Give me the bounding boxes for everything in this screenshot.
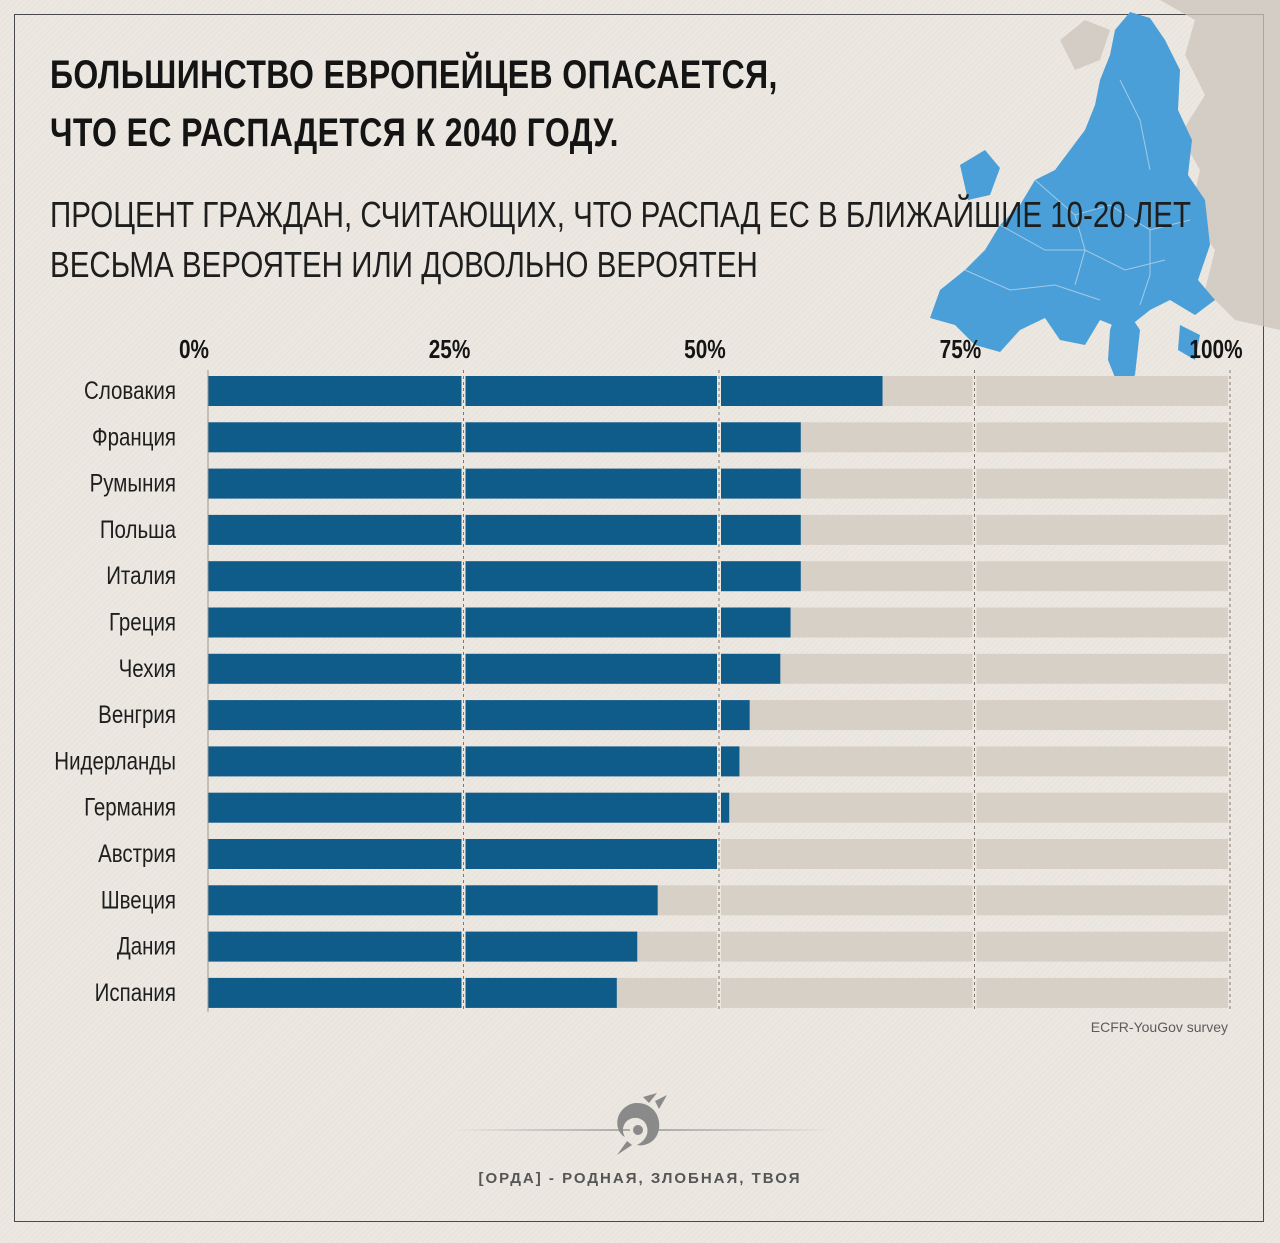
bar xyxy=(208,977,617,1008)
x-tick-label: 0% xyxy=(179,335,209,364)
footer-divider-left xyxy=(450,1129,630,1131)
footer-divider-right xyxy=(655,1129,835,1131)
x-tick-label: 75% xyxy=(940,335,982,364)
title-line-2: ЧТО ЕС РАСПАДЕТСЯ К 2040 ГОДУ. xyxy=(50,111,619,155)
title-line-1: БОЛЬШИНСТВО ЕВРОПЕЙЦЕВ ОПАСАЕТСЯ, xyxy=(50,53,778,97)
subtitle-line-2: ВЕСЬМА ВЕРОЯТЕН ИЛИ ДОВОЛЬНО ВЕРОЯТЕН xyxy=(50,244,758,285)
bar xyxy=(208,468,801,499)
bar xyxy=(208,746,740,777)
bar xyxy=(208,607,791,638)
x-tick-label: 100% xyxy=(1189,335,1242,364)
category-label: Франция xyxy=(92,422,176,450)
bar xyxy=(208,792,730,823)
category-label: Греция xyxy=(109,608,176,636)
frame-border xyxy=(14,14,1264,1222)
category-label: Италия xyxy=(106,561,176,589)
category-label: Австрия xyxy=(98,839,176,867)
bar xyxy=(208,700,750,731)
category-label: Румыния xyxy=(90,469,176,497)
x-tick-label: 50% xyxy=(684,335,726,364)
orda-logo-icon xyxy=(617,1093,667,1155)
source-note: ECFR-YouGov survey xyxy=(1090,1019,1228,1035)
chart-subtitle: ПРОЦЕНТ ГРАЖДАН, СЧИТАЮЩИХ, ЧТО РАСПАД Е… xyxy=(50,190,1191,290)
category-label: Нидерланды xyxy=(54,746,176,774)
chart-title: БОЛЬШИНСТВО ЕВРОПЕЙЦЕВ ОПАСАЕТСЯ, ЧТО ЕС… xyxy=(50,46,778,162)
x-tick-label: 25% xyxy=(429,335,471,364)
category-label: Словакия xyxy=(84,376,176,404)
category-label: Германия xyxy=(84,793,176,821)
bar xyxy=(208,885,658,916)
bar xyxy=(208,653,781,684)
bar xyxy=(208,561,801,592)
subtitle-line-1: ПРОЦЕНТ ГРАЖДАН, СЧИТАЮЩИХ, ЧТО РАСПАД Е… xyxy=(50,194,1192,235)
category-label: Дания xyxy=(117,932,176,960)
footer-slogan: [ОРДА] - РОДНАЯ, ЗЛОБНАЯ, ТВОЯ xyxy=(478,1170,802,1187)
bar xyxy=(208,514,801,545)
category-label: Чехия xyxy=(119,654,176,682)
bar xyxy=(208,422,801,453)
category-label: Польша xyxy=(100,515,176,543)
category-label: Испания xyxy=(95,978,176,1006)
category-label: Венгрия xyxy=(98,700,176,728)
bar xyxy=(208,376,883,406)
category-label: Швеция xyxy=(101,885,176,913)
bar xyxy=(208,931,638,962)
